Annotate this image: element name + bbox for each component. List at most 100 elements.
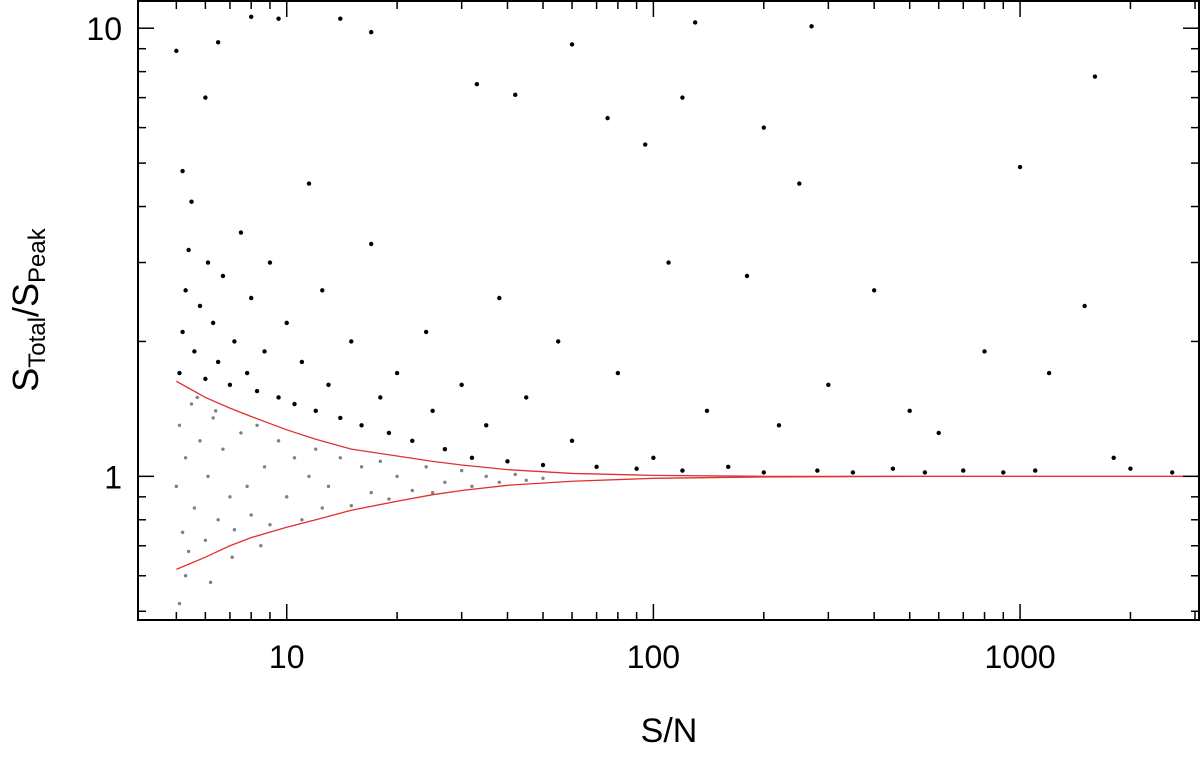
y-tick-label: 1	[104, 459, 122, 495]
data-point	[484, 474, 488, 479]
data-point	[192, 506, 197, 510]
data-point	[338, 16, 343, 21]
data-point	[232, 339, 237, 344]
data-point	[826, 382, 831, 388]
data-point	[338, 456, 343, 460]
data-point	[513, 472, 517, 477]
y-tick-label: 10	[86, 11, 122, 47]
data-point	[174, 484, 179, 489]
data-point	[680, 95, 685, 100]
data-point	[651, 455, 656, 460]
data-point	[259, 544, 263, 548]
data-point	[726, 464, 731, 470]
data-point	[230, 555, 234, 559]
data-point	[359, 465, 364, 469]
curve	[176, 475, 1199, 570]
data-point	[239, 431, 243, 435]
data-point	[424, 465, 428, 469]
data-point	[349, 503, 353, 508]
data-point	[186, 549, 191, 554]
data-point	[922, 470, 928, 475]
data-point	[815, 468, 820, 473]
data-point	[474, 81, 480, 87]
data-point	[387, 497, 391, 501]
data-point	[206, 474, 210, 479]
data-point	[338, 415, 343, 421]
data-point	[285, 495, 289, 499]
data-point	[183, 288, 188, 293]
data-point	[320, 506, 324, 510]
data-point	[569, 438, 575, 444]
data-point	[459, 468, 464, 473]
data-point	[1092, 74, 1098, 79]
data-point	[744, 273, 750, 279]
data-point	[203, 538, 208, 542]
data-point	[314, 447, 318, 451]
plot-frame	[137, 0, 1200, 621]
x-axis-label: S/N	[641, 712, 698, 750]
data-point	[505, 459, 510, 464]
data-point	[961, 468, 966, 473]
data-point	[394, 370, 400, 376]
data-point	[320, 288, 325, 293]
data-point	[221, 447, 225, 451]
data-point	[326, 382, 331, 388]
x-tick-label: 10	[269, 639, 305, 675]
data-point	[594, 464, 599, 470]
y-axis-label-part: Total	[24, 317, 51, 368]
data-point	[189, 199, 194, 204]
data-point	[203, 376, 208, 382]
data-point	[177, 423, 182, 427]
data-point	[982, 349, 987, 354]
data-point	[1046, 370, 1052, 376]
data-point	[443, 480, 447, 484]
data-point	[183, 574, 188, 578]
data-point	[469, 455, 475, 460]
data-point	[890, 466, 896, 471]
data-point	[410, 438, 415, 444]
data-point	[497, 295, 502, 301]
data-point	[410, 488, 414, 493]
data-point	[369, 241, 374, 247]
data-point	[1017, 164, 1023, 170]
data-point	[615, 370, 621, 376]
y-axis-label: STotal/SPeak	[5, 227, 51, 391]
data-point	[255, 423, 259, 427]
data-point	[326, 484, 331, 489]
data-point	[369, 29, 374, 35]
data-point	[203, 95, 208, 100]
data-point	[267, 260, 273, 265]
data-point	[430, 490, 435, 495]
data-point	[180, 168, 185, 174]
data-point	[1001, 470, 1006, 475]
data-point	[1128, 466, 1133, 471]
data-point	[797, 181, 802, 186]
y-axis-label-part: S	[5, 368, 46, 392]
data-point	[192, 349, 197, 354]
data-point	[680, 468, 685, 473]
data-point	[555, 339, 561, 344]
data-point	[238, 230, 244, 235]
data-point	[1082, 303, 1087, 309]
data-point	[692, 20, 698, 25]
data-point	[205, 260, 211, 265]
data-point	[292, 401, 297, 407]
data-point	[423, 329, 429, 335]
data-point	[232, 528, 237, 532]
curve	[176, 380, 1199, 477]
data-point	[186, 247, 191, 253]
data-point	[1033, 468, 1038, 473]
data-point	[378, 395, 383, 400]
data-point	[208, 580, 213, 585]
data-point	[276, 439, 281, 443]
data-point	[276, 16, 281, 21]
data-point	[386, 430, 392, 436]
data-point	[850, 470, 856, 475]
data-point	[174, 48, 179, 54]
data-point	[307, 474, 311, 479]
data-point	[215, 359, 221, 365]
data-point	[245, 484, 249, 489]
data-point	[227, 382, 233, 388]
data-point	[183, 456, 188, 460]
data-point	[228, 495, 232, 499]
